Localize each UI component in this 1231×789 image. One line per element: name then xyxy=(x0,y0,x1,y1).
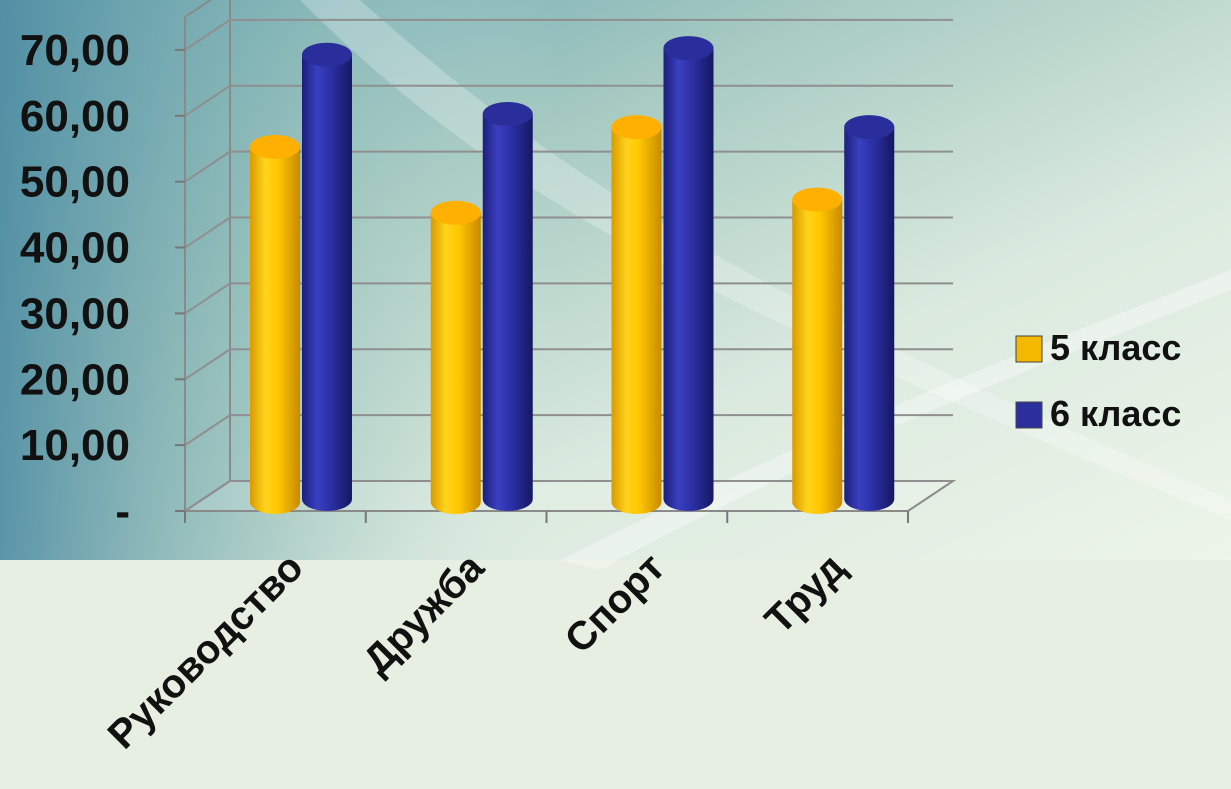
bar-body xyxy=(792,199,843,514)
bar-top xyxy=(663,36,714,61)
y-tick-label: 50,00 xyxy=(20,158,130,207)
bar-6-class xyxy=(302,42,352,512)
y-tick-label: 60,00 xyxy=(20,92,130,141)
y-tick-label: - xyxy=(115,487,130,536)
bar-top xyxy=(302,42,352,67)
bar-6-class xyxy=(844,115,895,512)
background-lower xyxy=(0,560,1231,789)
y-tick-label: 40,00 xyxy=(20,224,130,273)
background-swoosh xyxy=(300,0,1231,520)
bar-5-class xyxy=(792,187,843,514)
y-tick-label: 30,00 xyxy=(20,289,130,338)
bar-body xyxy=(302,54,352,512)
bar-body xyxy=(611,127,662,514)
bar-6-class xyxy=(663,36,714,512)
y-tick-label: 20,00 xyxy=(20,355,130,404)
bar-5-class xyxy=(430,200,481,515)
bar-top xyxy=(611,115,662,140)
bar-body xyxy=(663,48,714,512)
bar-body xyxy=(844,127,895,512)
legend-label: 6 класс xyxy=(1050,393,1181,434)
bar-top xyxy=(250,134,300,159)
bar-5-class xyxy=(250,134,300,514)
legend-swatch xyxy=(1015,401,1043,429)
background-streak xyxy=(560,270,1231,570)
bar-body xyxy=(482,113,533,512)
bar-top xyxy=(482,101,533,126)
legend-swatch xyxy=(1015,335,1043,363)
legend-label: 5 класс xyxy=(1050,327,1181,368)
y-tick-label: 10,00 xyxy=(20,421,130,470)
gridline xyxy=(184,18,953,51)
bar-5-class xyxy=(611,115,662,514)
bar-6-class xyxy=(482,101,533,512)
y-tick-label: 70,00 xyxy=(20,26,130,75)
bar-top xyxy=(844,115,895,140)
bar-top xyxy=(792,187,843,212)
bar-body xyxy=(250,146,300,514)
bar-top xyxy=(430,200,481,225)
bar-body xyxy=(430,212,481,515)
